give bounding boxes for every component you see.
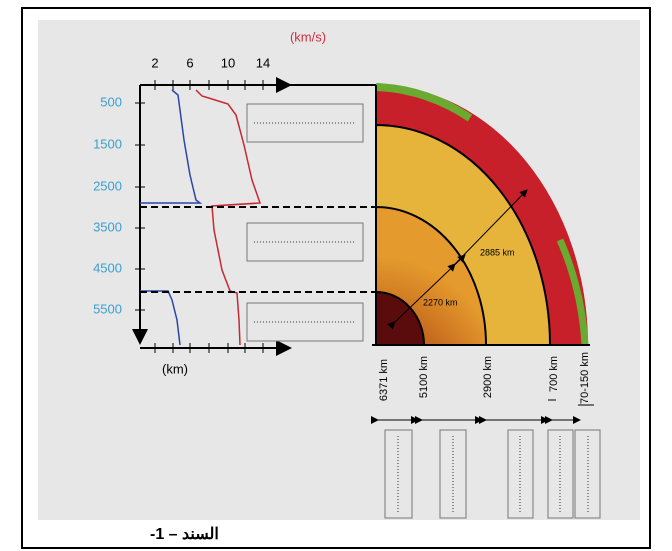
velocity-unit: (km/s) [290, 29, 326, 44]
ticks [135, 80, 264, 353]
earth-section [372, 83, 590, 346]
velocity-tick: 2 [151, 55, 158, 70]
boundary-label: 6371 km [378, 359, 390, 401]
s-wave-curve [140, 89, 203, 346]
velocity-tick: 10 [221, 55, 235, 70]
depth-tick: 4500 [93, 260, 122, 275]
boundary-label: 2900 km [482, 356, 494, 398]
velocity-tick: 14 [256, 55, 270, 70]
scale-arrows [371, 399, 594, 424]
boundary-label: 700 km [548, 356, 560, 392]
velocity-tick: 6 [186, 55, 193, 70]
caption: السند – 1- [150, 526, 219, 543]
depth-tick: 3500 [93, 219, 122, 234]
distance-label: 2885 km [480, 247, 515, 257]
depth-tick: 5500 [93, 301, 122, 316]
distance-label: 2270 km [423, 297, 458, 307]
boundary-label: 5100 km [418, 356, 430, 398]
depth-unit: (km) [162, 361, 188, 376]
depth-tick: 1500 [93, 136, 122, 151]
axes [132, 77, 376, 356]
depth-tick: 500 [100, 94, 122, 109]
boundary-label: 70-150 km [579, 352, 591, 404]
depth-tick: 2500 [93, 178, 122, 193]
answer-boxes [246, 103, 601, 519]
